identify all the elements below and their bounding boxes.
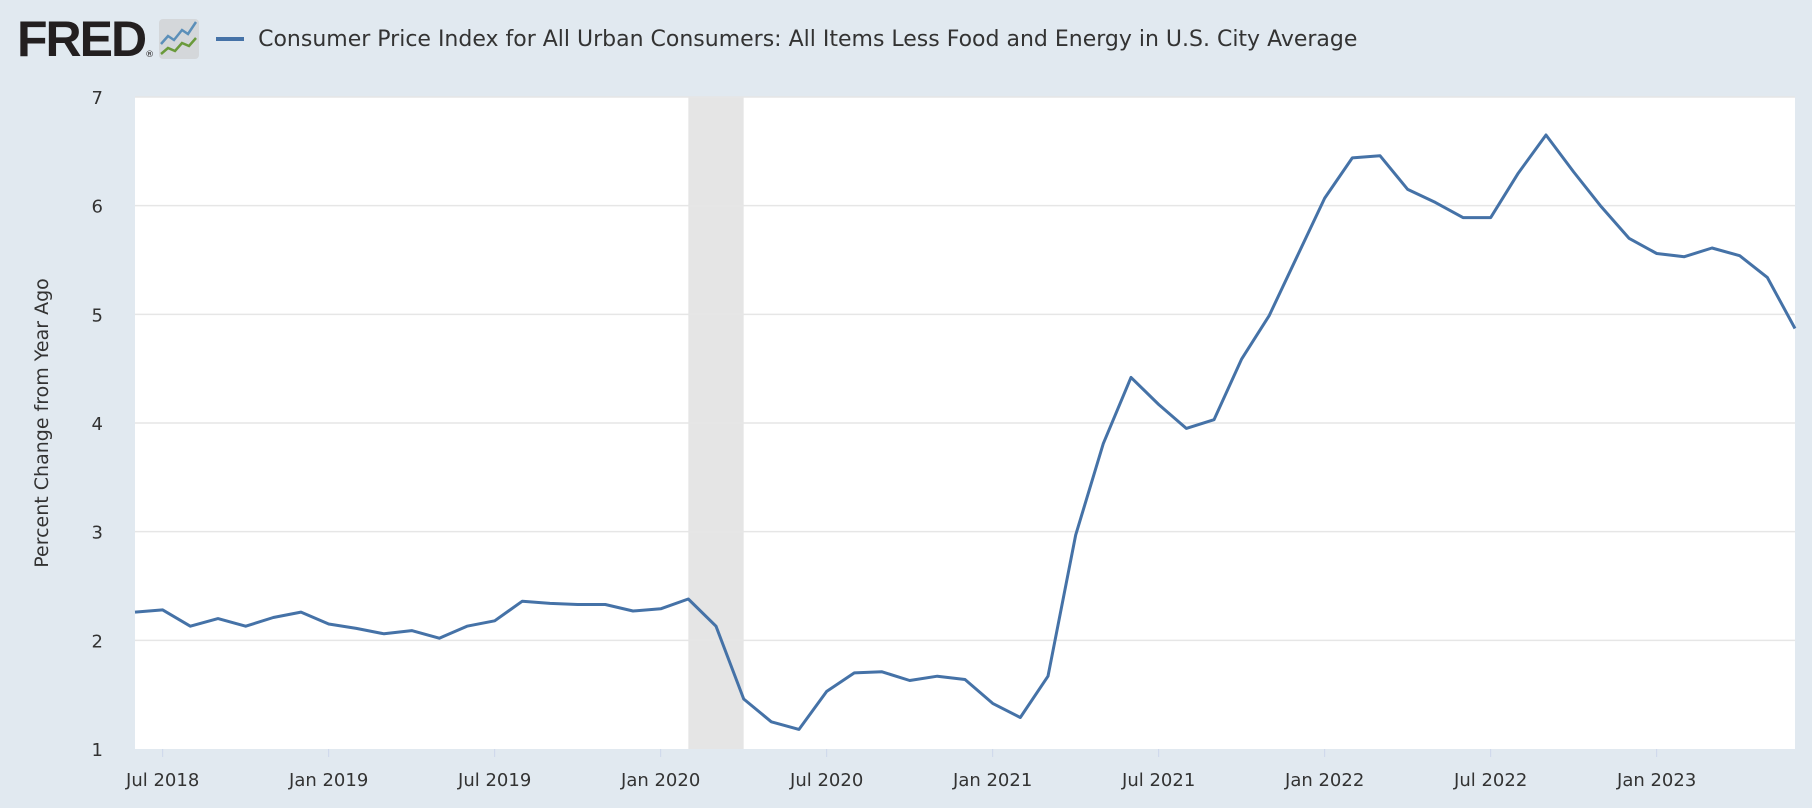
x-tick-label: Jul 2021	[1121, 770, 1195, 791]
x-tick-label: Jul 2019	[457, 770, 531, 791]
y-tick-label: 6	[92, 197, 103, 218]
registered-mark: ®	[145, 50, 155, 60]
x-tick-label: Jan 2021	[952, 770, 1032, 791]
y-tick-label: 3	[92, 523, 103, 544]
y-axis-label: Percent Change from Year Ago	[31, 278, 53, 568]
x-tick-label: Jan 2022	[1284, 770, 1364, 791]
x-tick-label: Jan 2019	[288, 770, 368, 791]
series-line	[134, 133, 1797, 731]
fred-logo[interactable]: FRED	[17, 11, 147, 67]
y-tick-label: 5	[92, 305, 103, 326]
x-tick-label: Jan 2023	[1616, 770, 1696, 791]
y-tick-label: 1	[92, 740, 103, 761]
x-tick-label: Jul 2018	[125, 770, 199, 791]
legend-swatch	[216, 37, 245, 41]
y-tick-label: 4	[92, 414, 103, 435]
x-tick-labels: Jul 2018 Jan 2019 Jul 2019 Jan 2020 Jul 2020…	[125, 749, 1696, 791]
x-tick-label: Jan 2020	[620, 770, 700, 791]
gridlines	[135, 96, 1795, 642]
series-group	[134, 133, 1797, 731]
y-tick-label: 2	[92, 631, 103, 652]
chart-title: Consumer Price Index for All Urban Consu…	[258, 26, 1358, 52]
fred-chart-logo-icon	[159, 19, 200, 59]
y-tick-label: 7	[92, 88, 103, 109]
chart-header: FRED ® Consumer Price Index for All Urba…	[17, 14, 1357, 64]
x-tick-label: Jul 2020	[789, 770, 863, 791]
y-tick-labels: 1 2 3 4 5 6 7	[92, 88, 103, 761]
x-tick-label: Jul 2022	[1453, 770, 1527, 791]
